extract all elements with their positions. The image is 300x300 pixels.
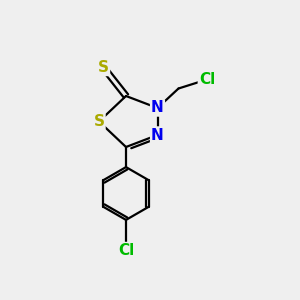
Text: S: S [98, 60, 109, 75]
Text: N: N [151, 100, 164, 116]
Text: S: S [94, 114, 104, 129]
Text: Cl: Cl [199, 72, 215, 87]
Text: N: N [151, 128, 164, 142]
Text: Cl: Cl [118, 243, 134, 258]
